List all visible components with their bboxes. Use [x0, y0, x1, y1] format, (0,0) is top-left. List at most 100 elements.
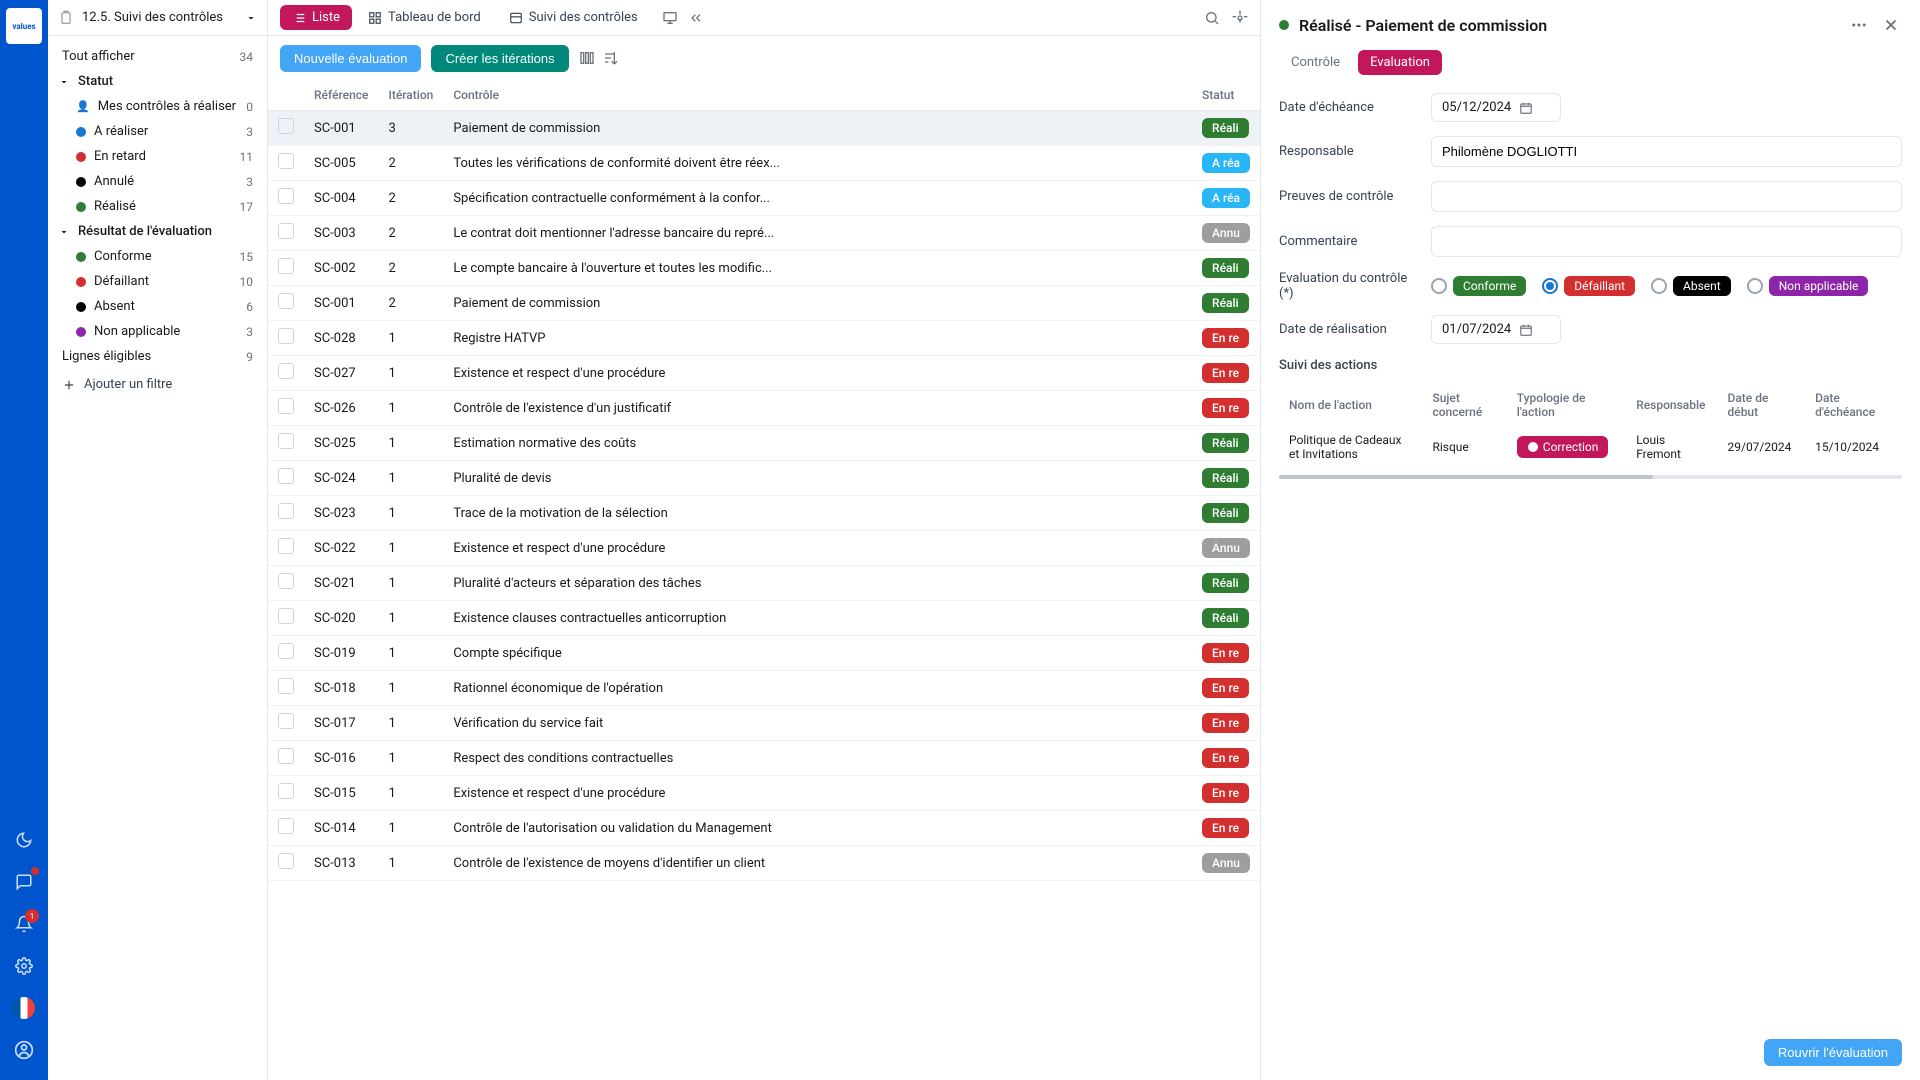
row-checkbox[interactable]: [278, 608, 294, 624]
row-checkbox[interactable]: [278, 853, 294, 869]
row-checkbox[interactable]: [278, 713, 294, 729]
main-content: ListeTableau de bordSuivi des contrôles …: [268, 0, 1260, 1080]
view-tab[interactable]: Suivi des contrôles: [497, 5, 650, 30]
table-row[interactable]: SC-003 2 Le contrat doit mentionner l'ad…: [268, 216, 1260, 251]
col-reference[interactable]: Référence: [304, 80, 378, 111]
table-row[interactable]: SC-025 1 Estimation normative des coûts …: [268, 426, 1260, 461]
table-row[interactable]: SC-016 1 Respect des conditions contract…: [268, 741, 1260, 776]
table-row[interactable]: SC-001 3 Paiement de commission Réali: [268, 111, 1260, 146]
view-tab[interactable]: Liste: [280, 5, 352, 30]
row-checkbox[interactable]: [278, 188, 294, 204]
table-row[interactable]: SC-019 1 Compte spécifique En re: [268, 636, 1260, 671]
search-icon[interactable]: [1204, 10, 1220, 26]
chat-icon[interactable]: [12, 870, 36, 894]
row-checkbox[interactable]: [278, 433, 294, 449]
bell-icon[interactable]: 1: [12, 912, 36, 936]
filter-item[interactable]: Non applicable3: [48, 319, 267, 344]
col-status[interactable]: Statut: [1192, 80, 1260, 111]
app-logo[interactable]: values: [6, 8, 42, 44]
table-row[interactable]: SC-002 2 Le compte bancaire à l'ouvertur…: [268, 251, 1260, 286]
filter-item[interactable]: 👤Mes contrôles à réaliser0: [48, 94, 267, 119]
row-checkbox[interactable]: [278, 153, 294, 169]
table-row[interactable]: SC-023 1 Trace de la motivation de la sé…: [268, 496, 1260, 531]
collapse-icon[interactable]: [688, 10, 704, 26]
row-checkbox[interactable]: [278, 398, 294, 414]
table-row[interactable]: SC-014 1 Contrôle de l'autorisation ou v…: [268, 811, 1260, 846]
row-checkbox[interactable]: [278, 503, 294, 519]
new-evaluation-button[interactable]: Nouvelle évaluation: [280, 45, 421, 72]
filter-item[interactable]: A réaliser3: [48, 119, 267, 144]
col-iteration[interactable]: Itération: [378, 80, 443, 111]
table-row[interactable]: SC-013 1 Contrôle de l'existence de moye…: [268, 846, 1260, 881]
table-row[interactable]: SC-005 2 Toutes les vérifications de con…: [268, 146, 1260, 181]
detail-tab[interactable]: Contrôle: [1279, 50, 1352, 75]
table-row[interactable]: SC-028 1 Registre HATVP En re: [268, 321, 1260, 356]
row-checkbox[interactable]: [278, 643, 294, 659]
responsible-input[interactable]: [1431, 136, 1902, 167]
table-row[interactable]: SC-001 2 Paiement de commission Réali: [268, 286, 1260, 321]
evaluation-option[interactable]: Absent: [1651, 276, 1731, 296]
table-row[interactable]: SC-024 1 Pluralité de devis Réali: [268, 461, 1260, 496]
comment-input[interactable]: [1431, 226, 1902, 257]
columns-icon[interactable]: [579, 50, 595, 66]
settings-icon[interactable]: [1232, 10, 1248, 26]
present-icon[interactable]: [662, 10, 678, 26]
filter-group[interactable]: Résultat de l'évaluation: [48, 219, 267, 244]
filter-item[interactable]: Réalisé17: [48, 194, 267, 219]
table-row[interactable]: SC-004 2 Spécification contractuelle con…: [268, 181, 1260, 216]
table-row[interactable]: SC-015 1 Existence et respect d'une proc…: [268, 776, 1260, 811]
sort-icon[interactable]: [603, 50, 619, 66]
horizontal-scrollbar[interactable]: [1279, 475, 1902, 479]
row-checkbox[interactable]: [278, 573, 294, 589]
filter-item[interactable]: Défaillant10: [48, 269, 267, 294]
row-checkbox[interactable]: [278, 363, 294, 379]
view-tab[interactable]: Tableau de bord: [356, 5, 493, 30]
more-icon[interactable]: [1848, 14, 1870, 36]
table-row[interactable]: SC-020 1 Existence clauses contractuelle…: [268, 601, 1260, 636]
row-checkbox[interactable]: [278, 118, 294, 134]
add-filter-button[interactable]: Ajouter un filtre: [48, 369, 267, 400]
filter-item[interactable]: Conforme15: [48, 244, 267, 269]
table-row[interactable]: SC-018 1 Rationnel économique de l'opéra…: [268, 671, 1260, 706]
show-all-filter[interactable]: Tout afficher34: [48, 44, 267, 69]
filter-item[interactable]: Absent6: [48, 294, 267, 319]
user-avatar-icon[interactable]: [12, 1038, 36, 1062]
filter-sidebar: 12.5. Suivi des contrôles Tout afficher3…: [48, 0, 268, 1080]
due-date-input[interactable]: 05/12/2024: [1431, 93, 1561, 122]
breadcrumb[interactable]: 12.5. Suivi des contrôles: [48, 0, 267, 36]
filter-group[interactable]: Statut: [48, 69, 267, 94]
col-control[interactable]: Contrôle: [443, 80, 1192, 111]
row-checkbox[interactable]: [278, 468, 294, 484]
row-checkbox[interactable]: [278, 818, 294, 834]
close-icon[interactable]: [1880, 14, 1902, 36]
create-iterations-button[interactable]: Créer les itérations: [431, 45, 568, 72]
gear-icon[interactable]: [12, 954, 36, 978]
reopen-evaluation-button[interactable]: Rouvrir l'évaluation: [1764, 1039, 1902, 1066]
real-date-input[interactable]: 01/07/2024: [1431, 315, 1561, 344]
eligible-filter[interactable]: Lignes éligibles9: [48, 344, 267, 369]
filter-item[interactable]: En retard11: [48, 144, 267, 169]
row-checkbox[interactable]: [278, 223, 294, 239]
proofs-input[interactable]: [1431, 181, 1902, 212]
row-checkbox[interactable]: [278, 678, 294, 694]
action-row[interactable]: Politique de Cadeaux et InvitationsRisqu…: [1281, 427, 1900, 467]
row-checkbox[interactable]: [278, 783, 294, 799]
table-row[interactable]: SC-027 1 Existence et respect d'une proc…: [268, 356, 1260, 391]
row-checkbox[interactable]: [278, 293, 294, 309]
row-checkbox[interactable]: [278, 748, 294, 764]
evaluation-option[interactable]: Non applicable: [1747, 276, 1869, 296]
evaluation-option[interactable]: Conforme: [1431, 276, 1526, 296]
table-row[interactable]: SC-021 1 Pluralité d'acteurs et séparati…: [268, 566, 1260, 601]
evaluation-option[interactable]: Défaillant: [1542, 276, 1635, 296]
table-wrapper[interactable]: Référence Itération Contrôle Statut SC-0…: [268, 80, 1260, 1080]
detail-tab[interactable]: Evaluation: [1358, 50, 1442, 75]
row-checkbox[interactable]: [278, 258, 294, 274]
row-checkbox[interactable]: [278, 538, 294, 554]
filter-item[interactable]: Annulé3: [48, 169, 267, 194]
table-row[interactable]: SC-017 1 Vérification du service fait En…: [268, 706, 1260, 741]
table-row[interactable]: SC-022 1 Existence et respect d'une proc…: [268, 531, 1260, 566]
table-row[interactable]: SC-026 1 Contrôle de l'existence d'un ju…: [268, 391, 1260, 426]
moon-icon[interactable]: [12, 828, 36, 852]
row-checkbox[interactable]: [278, 328, 294, 344]
language-flag[interactable]: [12, 996, 36, 1020]
